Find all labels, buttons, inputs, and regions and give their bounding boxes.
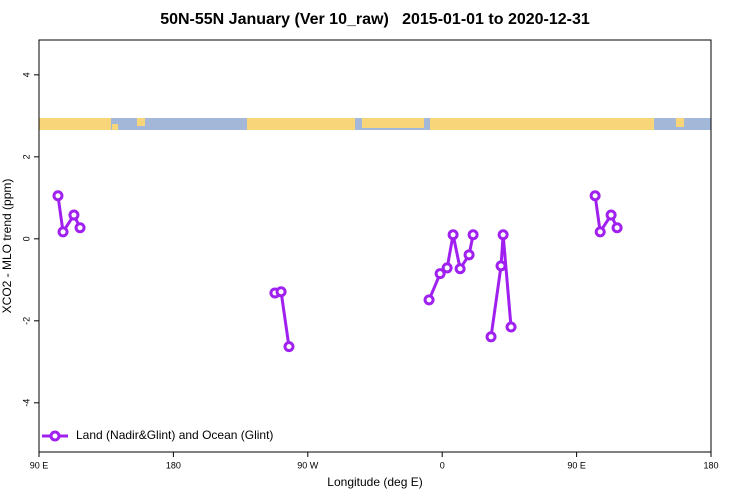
land-ocean-strip [39,118,711,130]
x-tick-label: 180 [703,460,718,470]
legend-marker [49,430,61,442]
x-axis-label: Longitude (deg E) [327,475,422,489]
data-point [441,262,453,274]
data-point [594,226,606,238]
data-point [423,294,435,306]
data-line [56,195,619,347]
x-tick-label: 90 E [567,460,586,470]
data-point [589,190,601,202]
data-point [275,286,287,298]
data-point [283,341,295,353]
data-point [434,268,446,280]
data-point [68,209,80,221]
x-tick-label: 90 E [30,460,49,470]
plot-frame [38,39,712,453]
x-tick-label: 0 [440,460,445,470]
data-point [454,263,466,275]
data-point [57,226,69,238]
data-point [463,249,475,261]
legend-label: Land (Nadir&Glint) and Ocean (Glint) [76,428,273,442]
data-point [447,229,459,241]
data-point [505,321,517,333]
y-axis-label: XCO2 - MLO trend (ppm) [0,179,14,314]
chart-title: 50N-55N January (Ver 10_raw) 2015-01-01 … [160,11,590,28]
y-tick-label: 0 [21,236,31,241]
data-point [74,222,86,234]
y-tick-label: 2 [21,154,31,159]
data-point [497,229,509,241]
data-point [52,190,64,202]
data-point [467,229,479,241]
y-tick-label: 4 [21,72,31,77]
x-tick-label: 180 [166,460,181,470]
data-point [611,222,623,234]
data-point [485,331,497,343]
y-tick-label: -4 [21,399,31,407]
data-point [605,209,617,221]
x-tick-label: 90 W [297,460,319,470]
y-tick-label: -2 [21,317,31,325]
data-point [495,260,507,272]
